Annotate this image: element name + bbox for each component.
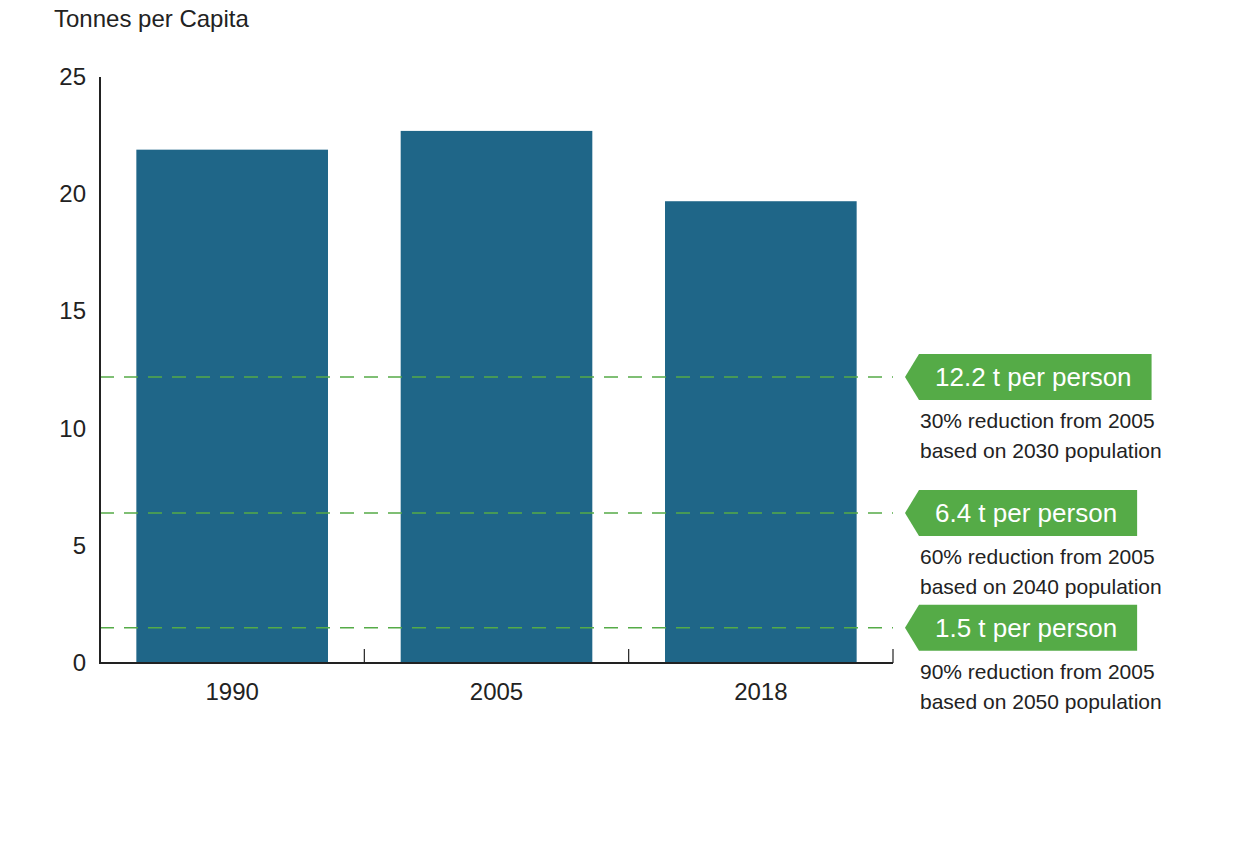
bar <box>401 131 593 663</box>
reference-tag <box>905 490 1137 536</box>
chart: Tonnes per Capita 0 5 10 15 20 25 1990 2005 2018 1… <box>0 0 1236 850</box>
reference-tag <box>905 605 1137 651</box>
y-axis-title: Tonnes per Capita <box>54 5 249 32</box>
x-tick-label: 2005 <box>470 678 523 705</box>
reference-note: based on 2050 population <box>920 690 1162 713</box>
reference-tag <box>905 354 1152 400</box>
reference-line <box>100 376 893 378</box>
reference-label: 12.2 t per person <box>935 362 1132 392</box>
y-tick-label: 10 <box>59 415 86 442</box>
reference-line <box>100 627 893 629</box>
plot-area <box>100 131 893 663</box>
x-tick-label: 1990 <box>205 678 258 705</box>
bar <box>136 150 328 663</box>
reference-label: 6.4 t per person <box>935 498 1117 528</box>
x-tick-label: 2018 <box>734 678 787 705</box>
reference-line <box>100 512 893 514</box>
x-separator-tick <box>628 649 629 663</box>
x-separator-tick <box>364 649 365 663</box>
reference-note: based on 2030 population <box>920 439 1162 462</box>
y-tick-label: 25 <box>59 63 86 90</box>
y-axis <box>99 77 101 663</box>
y-tick-label: 0 <box>73 649 86 676</box>
x-axis <box>99 662 893 664</box>
reference-note: based on 2040 population <box>920 575 1162 598</box>
y-tick-label: 20 <box>59 180 86 207</box>
y-tick-label: 15 <box>59 297 86 324</box>
reference-note: 60% reduction from 2005 <box>920 545 1155 568</box>
y-tick-label: 5 <box>73 532 86 559</box>
reference-note: 30% reduction from 2005 <box>920 409 1155 432</box>
x-separator-tick <box>892 649 893 663</box>
reference-note: 90% reduction from 2005 <box>920 660 1155 683</box>
reference-label: 1.5 t per person <box>935 613 1117 643</box>
bar <box>665 201 857 663</box>
